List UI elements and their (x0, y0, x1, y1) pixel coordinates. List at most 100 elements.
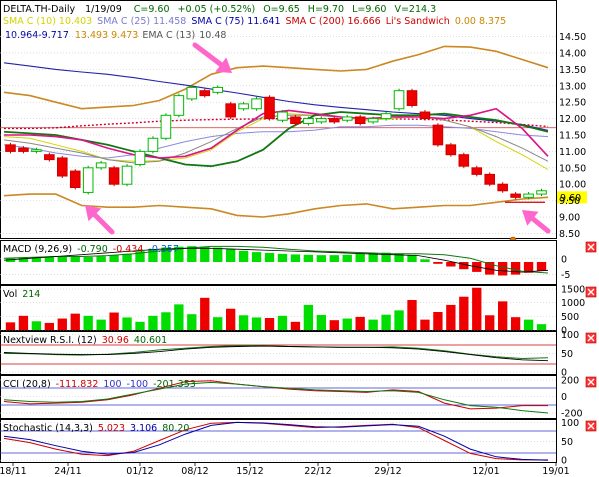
cci-title-part: -201.353 (153, 379, 196, 390)
volume-bar (96, 319, 106, 330)
volume-bar (135, 321, 145, 330)
volume-bar (5, 322, 16, 330)
cci-tick-label: -200 (561, 409, 583, 420)
close-icon (587, 422, 595, 430)
volume-title-part: Vol (3, 289, 17, 300)
candle-down (445, 144, 457, 156)
macd-bar (213, 247, 223, 262)
volume-tick-label: 500 (561, 312, 579, 323)
legend-line-2: 10.964-9.717 13.493 9.473 EMA C (13) 10.48 (5, 30, 226, 41)
volume-bar (290, 321, 301, 330)
candle-down (354, 116, 366, 125)
volume-bar (18, 315, 29, 330)
volume-bar (368, 319, 378, 330)
legend-range: 10.964-9.717 (5, 30, 69, 41)
legend-bollinger: 13.493 9.473 (75, 30, 138, 41)
candle-down (471, 167, 483, 175)
price-tick-label: 14.00 (559, 48, 586, 59)
candle-down (432, 124, 444, 146)
volume-bar (251, 317, 262, 330)
volume-bar (70, 313, 80, 330)
macd-bar (381, 252, 391, 262)
volume-bar (536, 324, 547, 330)
high-label: H=9.70 (308, 4, 344, 15)
x-tick-label: 01/12 (126, 466, 153, 477)
price-tick-label: 13.00 (559, 81, 586, 92)
macd-bar (368, 253, 378, 262)
price-tick-label: 12.00 (559, 114, 586, 125)
cci-title-part: -100 (127, 379, 149, 390)
macd-bar (342, 254, 352, 262)
candle-up (186, 86, 198, 100)
candle-up (95, 162, 107, 169)
x-tick-label: 18/11 (0, 466, 27, 477)
macd-bar (174, 246, 184, 262)
stochastic-tick-label: 100 (561, 418, 579, 429)
price-tick-label: 12.50 (559, 98, 586, 109)
volume-bar (342, 318, 352, 330)
price-tick-label: 10.00 (559, 180, 586, 191)
candle-down (497, 183, 508, 192)
candle-up (212, 86, 224, 93)
macd-bar (290, 254, 301, 262)
macd-bar (135, 251, 145, 262)
price-tick-label: 9.50 (559, 196, 580, 207)
pink-arrow-left-head (85, 205, 102, 222)
x-tick-label: 19/01 (542, 466, 569, 477)
volume-bar (31, 321, 42, 330)
macd-title-part: MACD (9,26,9) (3, 244, 72, 255)
close-icon (587, 288, 595, 296)
stochastic-title-part: Stochastic (14,3,3) (3, 423, 93, 434)
legend-sma25: SMA C (25) 11.458 (97, 16, 186, 27)
legend-sandwich: Li's Sandwich (386, 16, 450, 27)
volume-bar (381, 314, 391, 330)
volume-bar (122, 317, 132, 330)
volume-bar (238, 315, 249, 330)
volume-label: V=214.3 (394, 4, 436, 15)
volume-bar (446, 304, 456, 330)
legend-ema13: EMA C (13) (142, 30, 195, 41)
macd-signal-line (3, 245, 549, 274)
candle-up (536, 190, 547, 195)
bollinger-upper-line (3, 45, 549, 110)
macd-bar (109, 255, 119, 262)
macd-line (3, 247, 549, 273)
volume-bar (187, 314, 197, 330)
volume-bar (44, 322, 54, 330)
volume-bar (394, 310, 404, 330)
volume-bar (161, 312, 171, 330)
macd-bar (44, 256, 54, 262)
volume-bar (498, 301, 508, 330)
close-icon (587, 243, 595, 251)
price-tick-label: 11.50 (559, 131, 586, 142)
macd-bar (394, 253, 404, 262)
candle-down (56, 157, 68, 177)
macd-bar (70, 256, 80, 262)
volume-bar (148, 315, 158, 330)
date-label: 1/19/09 (85, 4, 122, 15)
macd-title-part: -0.357 (148, 244, 179, 255)
close-icon (587, 334, 595, 342)
close-label: C=9.60 (134, 4, 170, 15)
volume-bar (316, 315, 326, 330)
cci-panel (0, 375, 557, 419)
stochastic-title-part: 5.023 (98, 423, 125, 434)
volume-bar (355, 316, 365, 330)
cci-signal-line (3, 381, 549, 414)
volume-bar (433, 312, 443, 330)
candle-down (5, 144, 16, 152)
volume-bar (264, 318, 275, 330)
candle-up (523, 193, 534, 198)
macd-bar (485, 262, 495, 275)
macd-bar (187, 246, 197, 262)
macd-bar (355, 253, 365, 262)
macd-bar (238, 250, 249, 262)
macd-bar (122, 253, 132, 262)
candle-up (147, 137, 159, 152)
pink-arrow-left-shaft (92, 212, 115, 235)
candle-up (341, 116, 353, 121)
sma25-line (3, 124, 549, 159)
volume-bar (213, 317, 223, 330)
x-tick-label: 24/11 (54, 466, 81, 477)
